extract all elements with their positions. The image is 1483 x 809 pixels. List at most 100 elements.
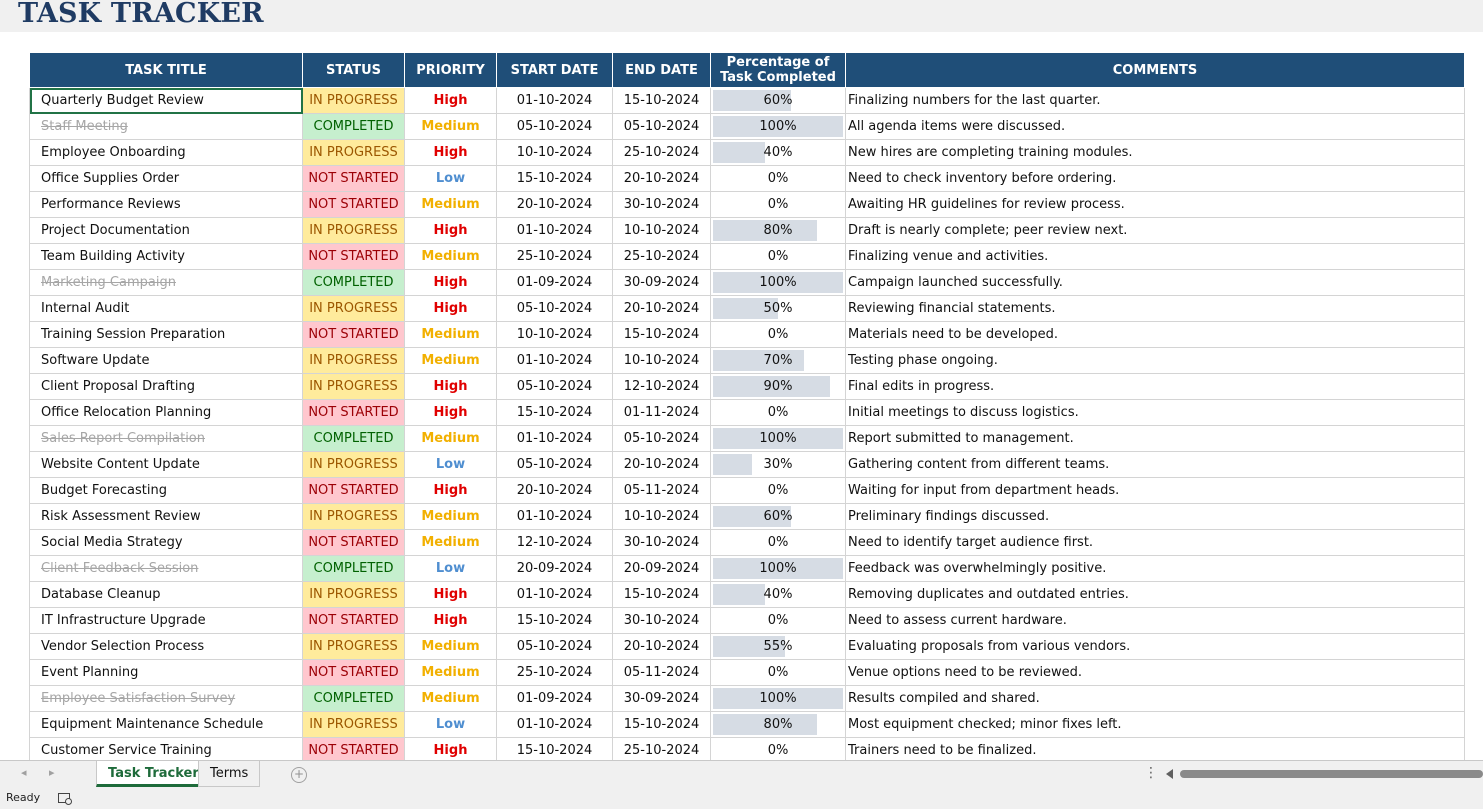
header-priority[interactable]: PRIORITY [404,52,497,88]
percentage-cell[interactable]: 40% [710,581,846,608]
comment-cell[interactable]: Finalizing venue and activities. [845,243,1465,270]
priority-cell[interactable]: Medium [404,243,497,270]
header-end-date[interactable]: END DATE [612,52,711,88]
status-cell[interactable]: IN PROGRESS [302,87,405,114]
header-percentage[interactable]: Percentage of Task Completed [710,52,846,88]
percentage-cell[interactable]: 0% [710,191,846,218]
status-cell[interactable]: IN PROGRESS [302,295,405,322]
prev-sheet-icon[interactable]: ◂ [21,766,27,779]
start-date-cell[interactable]: 01-09-2024 [496,269,613,296]
percentage-cell[interactable]: 100% [710,555,846,582]
more-options-icon[interactable]: ⋮ [1144,765,1158,781]
status-cell[interactable]: NOT STARTED [302,165,405,192]
percentage-cell[interactable]: 100% [710,425,846,452]
priority-cell[interactable]: High [404,581,497,608]
task-title-cell[interactable]: Event Planning [29,659,303,686]
priority-cell[interactable]: High [404,269,497,296]
percentage-cell[interactable]: 0% [710,399,846,426]
end-date-cell[interactable]: 20-10-2024 [612,633,711,660]
start-date-cell[interactable]: 01-10-2024 [496,217,613,244]
priority-cell[interactable]: Medium [404,633,497,660]
end-date-cell[interactable]: 25-10-2024 [612,139,711,166]
comment-cell[interactable]: Materials need to be developed. [845,321,1465,348]
status-cell[interactable]: NOT STARTED [302,191,405,218]
priority-cell[interactable]: Medium [404,113,497,140]
start-date-cell[interactable]: 15-10-2024 [496,737,613,760]
percentage-cell[interactable]: 0% [710,659,846,686]
end-date-cell[interactable]: 25-10-2024 [612,243,711,270]
comment-cell[interactable]: Need to identify target audience first. [845,529,1465,556]
percentage-cell[interactable]: 60% [710,87,846,114]
priority-cell[interactable]: High [404,607,497,634]
task-title-cell[interactable]: Client Proposal Drafting [29,373,303,400]
status-cell[interactable]: COMPLETED [302,269,405,296]
status-cell[interactable]: COMPLETED [302,113,405,140]
percentage-cell[interactable]: 100% [710,269,846,296]
comment-cell[interactable]: New hires are completing training module… [845,139,1465,166]
priority-cell[interactable]: High [404,87,497,114]
scroll-left-icon[interactable] [1166,769,1173,779]
priority-cell[interactable]: High [404,737,497,760]
accessibility-icon[interactable] [58,793,72,805]
task-title-cell[interactable]: Employee Onboarding [29,139,303,166]
percentage-cell[interactable]: 55% [710,633,846,660]
comment-cell[interactable]: Trainers need to be finalized. [845,737,1465,760]
comment-cell[interactable]: Finalizing numbers for the last quarter. [845,87,1465,114]
start-date-cell[interactable]: 05-10-2024 [496,633,613,660]
priority-cell[interactable]: Medium [404,685,497,712]
end-date-cell[interactable]: 15-10-2024 [612,711,711,738]
task-title-cell[interactable]: Budget Forecasting [29,477,303,504]
end-date-cell[interactable]: 05-11-2024 [612,477,711,504]
start-date-cell[interactable]: 05-10-2024 [496,113,613,140]
comment-cell[interactable]: Removing duplicates and outdated entries… [845,581,1465,608]
status-cell[interactable]: COMPLETED [302,685,405,712]
task-title-cell[interactable]: Vendor Selection Process [29,633,303,660]
end-date-cell[interactable]: 10-10-2024 [612,503,711,530]
percentage-cell[interactable]: 0% [710,477,846,504]
task-title-cell[interactable]: Training Session Preparation [29,321,303,348]
comment-cell[interactable]: Feedback was overwhelmingly positive. [845,555,1465,582]
start-date-cell[interactable]: 15-10-2024 [496,399,613,426]
status-cell[interactable]: IN PROGRESS [302,633,405,660]
comment-cell[interactable]: Campaign launched successfully. [845,269,1465,296]
comment-cell[interactable]: Evaluating proposals from various vendor… [845,633,1465,660]
start-date-cell[interactable]: 10-10-2024 [496,139,613,166]
end-date-cell[interactable]: 05-11-2024 [612,659,711,686]
task-title-cell[interactable]: Equipment Maintenance Schedule [29,711,303,738]
percentage-cell[interactable]: 0% [710,737,846,760]
priority-cell[interactable]: Medium [404,191,497,218]
percentage-cell[interactable]: 0% [710,529,846,556]
end-date-cell[interactable]: 10-10-2024 [612,217,711,244]
priority-cell[interactable]: Low [404,711,497,738]
status-cell[interactable]: NOT STARTED [302,321,405,348]
task-title-cell[interactable]: Database Cleanup [29,581,303,608]
end-date-cell[interactable]: 15-10-2024 [612,581,711,608]
comment-cell[interactable]: Venue options need to be reviewed. [845,659,1465,686]
priority-cell[interactable]: High [404,477,497,504]
end-date-cell[interactable]: 25-10-2024 [612,737,711,760]
comment-cell[interactable]: All agenda items were discussed. [845,113,1465,140]
start-date-cell[interactable]: 15-10-2024 [496,165,613,192]
comment-cell[interactable]: Testing phase ongoing. [845,347,1465,374]
end-date-cell[interactable]: 30-10-2024 [612,607,711,634]
status-cell[interactable]: IN PROGRESS [302,451,405,478]
status-cell[interactable]: COMPLETED [302,555,405,582]
end-date-cell[interactable]: 20-10-2024 [612,165,711,192]
comment-cell[interactable]: Waiting for input from department heads. [845,477,1465,504]
status-cell[interactable]: IN PROGRESS [302,139,405,166]
task-title-cell[interactable]: Marketing Campaign [29,269,303,296]
start-date-cell[interactable]: 01-10-2024 [496,425,613,452]
header-status[interactable]: STATUS [302,52,405,88]
task-title-cell[interactable]: IT Infrastructure Upgrade [29,607,303,634]
percentage-cell[interactable]: 30% [710,451,846,478]
task-title-cell[interactable]: Sales Report Compilation [29,425,303,452]
priority-cell[interactable]: Low [404,165,497,192]
status-cell[interactable]: NOT STARTED [302,737,405,760]
status-cell[interactable]: COMPLETED [302,425,405,452]
end-date-cell[interactable]: 30-10-2024 [612,529,711,556]
status-cell[interactable]: IN PROGRESS [302,711,405,738]
start-date-cell[interactable]: 20-10-2024 [496,477,613,504]
task-title-cell[interactable]: Customer Service Training [29,737,303,760]
status-cell[interactable]: IN PROGRESS [302,373,405,400]
start-date-cell[interactable]: 01-09-2024 [496,685,613,712]
